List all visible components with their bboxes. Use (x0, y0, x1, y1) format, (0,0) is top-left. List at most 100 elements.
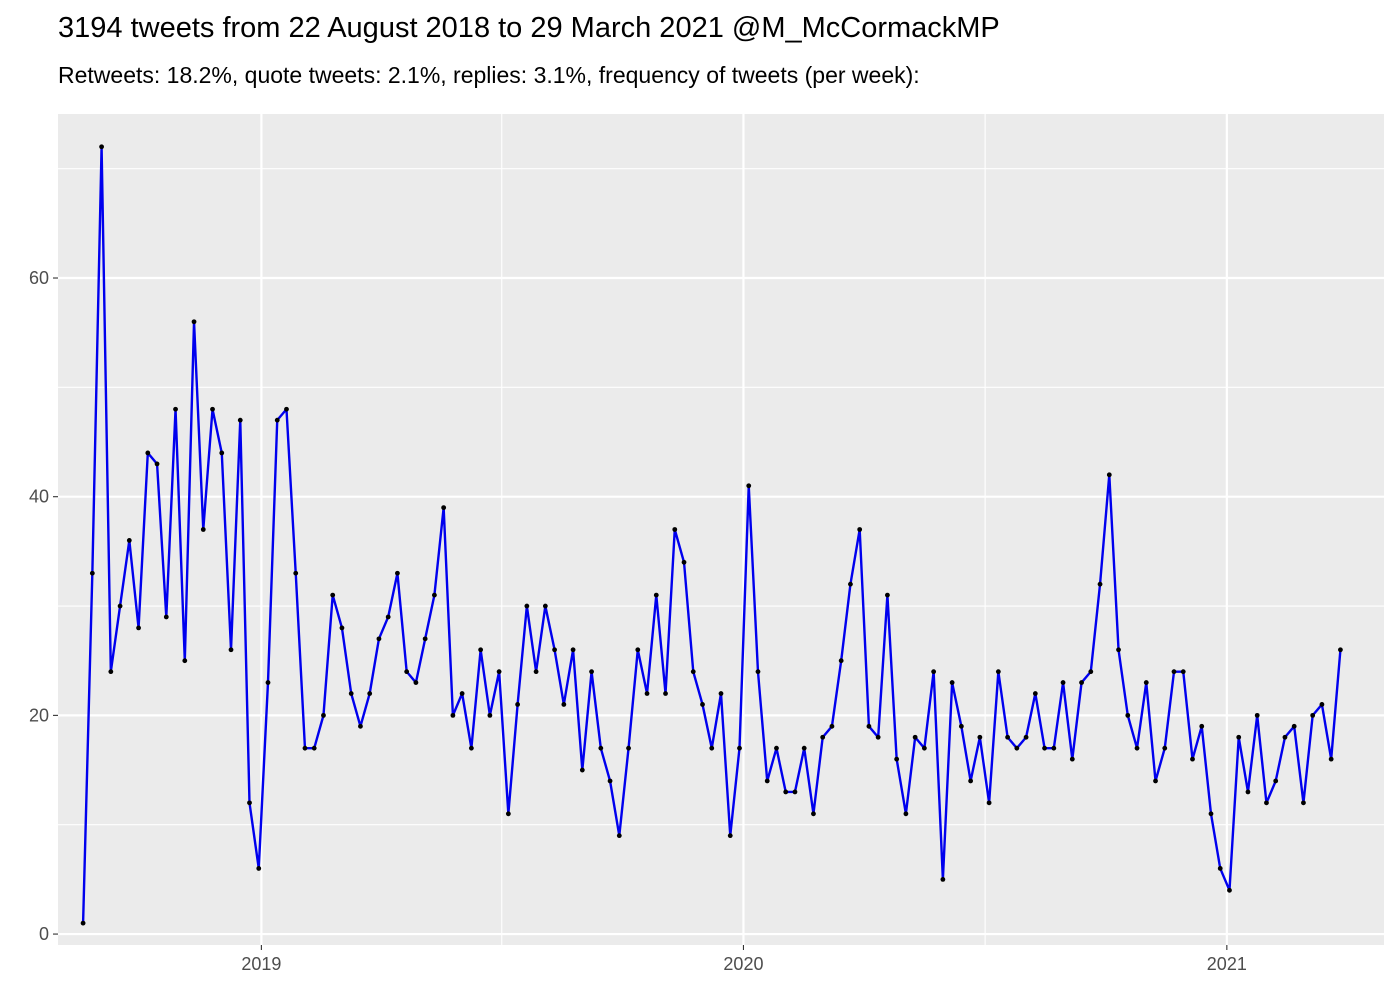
data-point (894, 756, 900, 762)
data-point (774, 745, 779, 751)
data-point (718, 691, 724, 696)
data-point (811, 811, 816, 817)
data-point (1301, 800, 1306, 806)
data-point (505, 811, 511, 817)
data-point (598, 745, 604, 751)
y-tick-label: 60 (29, 268, 49, 288)
data-point (330, 592, 336, 598)
data-point (1023, 734, 1029, 740)
data-point (995, 669, 1001, 675)
data-point (293, 570, 299, 576)
data-point (376, 636, 382, 642)
data-point (1282, 734, 1288, 740)
data-point (681, 559, 687, 565)
data-point (228, 647, 234, 653)
data-point (413, 680, 419, 685)
data-point (515, 702, 521, 707)
data-point (958, 723, 964, 729)
data-point (1273, 778, 1279, 784)
data-point (1319, 702, 1325, 707)
data-point (700, 702, 705, 707)
data-point (1088, 669, 1094, 675)
data-point (783, 789, 789, 795)
data-point (478, 647, 484, 653)
data-point (1208, 811, 1214, 817)
data-point (663, 691, 668, 696)
data-point (274, 417, 280, 423)
data-point (99, 144, 104, 150)
x-tick-label: 2020 (723, 954, 763, 974)
data-point (163, 614, 169, 620)
data-point (1162, 745, 1168, 751)
data-point (1134, 745, 1140, 751)
data-point (885, 592, 890, 598)
data-point (672, 527, 678, 532)
data-point (136, 625, 141, 631)
data-point (1328, 756, 1334, 762)
data-point (191, 319, 197, 325)
data-point (635, 647, 641, 653)
data-point (487, 712, 493, 718)
data-point (857, 527, 863, 532)
data-point (986, 800, 992, 806)
data-point (468, 745, 474, 751)
data-point (1051, 745, 1057, 751)
data-point (968, 778, 974, 784)
data-point (1069, 756, 1075, 762)
data-point (385, 614, 391, 620)
data-point (1236, 734, 1242, 740)
data-point (1079, 680, 1084, 685)
data-point (912, 734, 918, 740)
data-point (284, 406, 289, 412)
data-point (940, 876, 946, 882)
data-point (1143, 680, 1149, 685)
data-point (1291, 723, 1297, 729)
data-point (820, 734, 826, 740)
data-point (524, 603, 530, 609)
data-point (1153, 778, 1158, 784)
data-point (311, 745, 317, 751)
data-point (358, 723, 363, 729)
data-point (552, 647, 557, 653)
data-point (182, 658, 188, 664)
data-point (1217, 866, 1223, 871)
data-point (210, 406, 215, 412)
y-tick-label: 0 (39, 924, 49, 944)
data-point (108, 669, 114, 675)
data-point (848, 581, 853, 587)
y-tick-label: 20 (29, 705, 49, 725)
data-point (570, 647, 576, 653)
data-point (450, 712, 456, 718)
plot-panel (58, 114, 1384, 945)
data-point (1032, 691, 1038, 696)
data-point (931, 669, 937, 675)
data-point (348, 691, 354, 696)
data-point (977, 734, 983, 740)
data-point (737, 745, 742, 751)
data-point (561, 702, 567, 707)
data-point (533, 669, 539, 675)
x-tick-label: 2019 (241, 954, 281, 974)
data-point (432, 592, 437, 598)
data-point (764, 778, 770, 784)
data-point (89, 570, 95, 576)
data-point (653, 592, 659, 598)
x-tick-label: 2021 (1207, 954, 1247, 974)
data-point (866, 723, 872, 729)
data-point (1199, 723, 1205, 729)
data-point (829, 723, 835, 729)
data-point (441, 505, 447, 511)
data-point (1190, 756, 1195, 762)
data-point (395, 570, 400, 576)
data-point (644, 691, 650, 696)
data-point (1060, 680, 1066, 685)
data-point (838, 658, 844, 664)
data-point (339, 625, 345, 631)
data-point (801, 745, 807, 751)
data-point (709, 745, 715, 751)
data-point (173, 406, 178, 412)
data-point (404, 669, 410, 675)
data-point (1116, 647, 1121, 653)
data-point (579, 767, 585, 773)
